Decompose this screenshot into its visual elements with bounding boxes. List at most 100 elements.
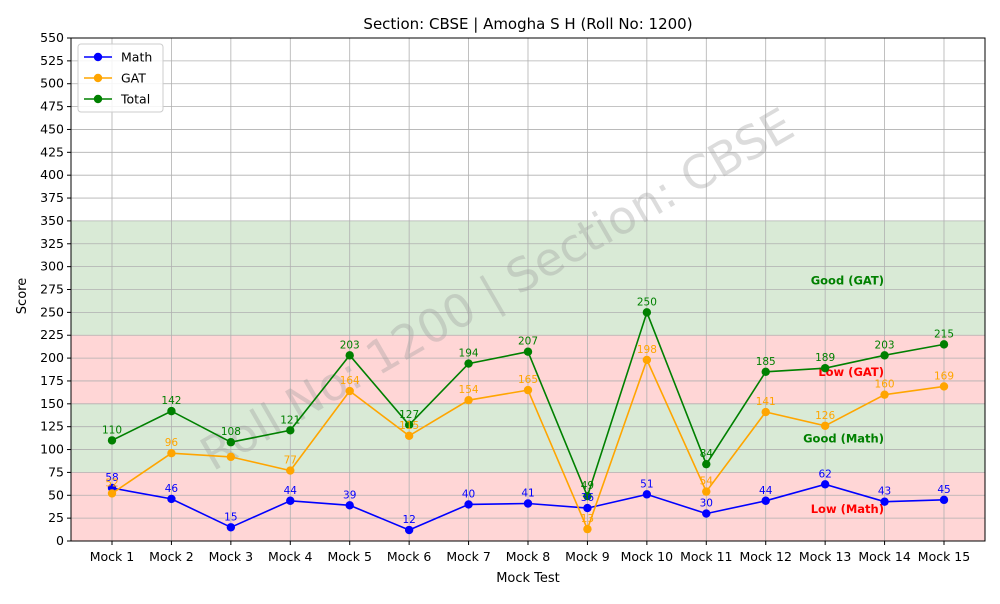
data-label-math: 30 [700, 498, 713, 510]
y-tick-label: 500 [40, 76, 64, 91]
data-point-math [404, 525, 414, 535]
data-point-math [702, 509, 711, 518]
data-point-math [523, 499, 533, 508]
data-label-math: 41 [521, 488, 534, 500]
data-point-math [761, 496, 770, 505]
data-point-total [761, 367, 770, 377]
y-tick-label: 75 [48, 464, 64, 479]
x-tick-label: Mock 11 [680, 549, 732, 564]
data-label-gat: 164 [340, 375, 360, 387]
x-tick-label: Mock 8 [506, 549, 551, 564]
y-tick-label: 25 [48, 510, 64, 525]
y-tick-label: 550 [40, 30, 64, 45]
data-point-total [167, 406, 176, 416]
data-label-gat: 77 [284, 455, 297, 467]
y-tick-label: 275 [40, 282, 64, 297]
data-point-total [226, 438, 236, 447]
x-tick-label: Mock 1 [90, 549, 134, 564]
y-tick-label: 175 [40, 373, 64, 388]
data-point-math [345, 501, 354, 510]
data-label-math: 58 [105, 472, 118, 484]
legend-marker-total [93, 94, 103, 104]
data-point-math [226, 523, 236, 532]
data-point-total [107, 436, 117, 445]
legend-marker-gat [93, 73, 103, 83]
data-label-math: 15 [224, 511, 237, 523]
data-point-gat [642, 355, 652, 365]
data-label-total: 185 [756, 356, 776, 368]
data-point-math [167, 494, 176, 504]
y-tick-label: 350 [40, 213, 64, 228]
data-point-math [583, 503, 592, 513]
data-point-gat [226, 452, 236, 462]
data-label-gat: 126 [815, 410, 835, 422]
y-tick-label: 150 [40, 396, 64, 411]
x-tick-label: Mock 9 [565, 549, 610, 564]
y-tick-label: 450 [40, 121, 64, 136]
data-label-total: 49 [581, 480, 594, 492]
y-tick-label: 525 [40, 53, 64, 68]
data-point-gat [761, 407, 770, 417]
data-point-math [939, 495, 949, 505]
y-tick-label: 375 [40, 190, 64, 205]
data-point-total [404, 420, 414, 430]
data-label-gat: 198 [637, 344, 657, 356]
chart-title: Section: CBSE | Amogha S H (Roll No: 120… [363, 15, 692, 33]
ticks: 0 25 50 75 100 125 150 175 200 225 250 275 300 325 350… [40, 30, 970, 564]
data-point-total [286, 426, 295, 435]
legend-label-gat: GAT [121, 71, 146, 86]
data-point-gat [286, 466, 295, 475]
data-label-math: 39 [343, 489, 356, 501]
band-label: Good (Math) [803, 432, 884, 446]
x-axis-label: Mock Test [496, 571, 560, 586]
data-point-math [820, 480, 830, 489]
y-tick-label: 300 [40, 259, 64, 274]
data-point-gat [107, 489, 117, 498]
x-tick-label: Mock 7 [446, 549, 490, 564]
data-label-math: 40 [462, 488, 475, 500]
data-label-total: 250 [637, 296, 657, 308]
band-label: Good (GAT) [811, 273, 884, 287]
y-tick-label: 425 [40, 144, 64, 159]
y-tick-label: 125 [40, 419, 64, 434]
data-point-gat [702, 487, 711, 496]
y-tick-label: 50 [48, 487, 64, 502]
data-point-gat [345, 386, 354, 396]
data-point-math [642, 490, 652, 499]
data-labels: 58 46 15 44 39 12 40 41 36 51 30 44 62 43 45 52 96 77 164 1… [102, 296, 954, 526]
x-tick-label: Mock 6 [387, 549, 432, 564]
data-label-total: 215 [934, 328, 954, 340]
x-tick-label: Mock 12 [739, 549, 791, 564]
data-label-total: 110 [102, 424, 122, 436]
band-label: Low (Math) [811, 502, 884, 516]
data-label-total: 121 [280, 414, 300, 426]
y-axis-label: Score [15, 278, 30, 314]
data-point-total [702, 459, 711, 469]
y-tick-label: 475 [40, 99, 64, 114]
x-tick-label: Mock 2 [149, 549, 193, 564]
data-label-gat: 141 [756, 396, 776, 408]
data-point-gat [820, 421, 830, 430]
data-label-total: 127 [399, 409, 419, 421]
data-point-total [464, 359, 473, 368]
data-label-gat: 154 [459, 384, 479, 396]
data-label-math: 44 [284, 485, 298, 497]
data-point-math [286, 496, 295, 505]
y-tick-label: 100 [40, 442, 64, 457]
series-group [107, 308, 949, 535]
data-point-gat [464, 395, 473, 405]
x-tick-label: Mock 13 [799, 549, 851, 564]
data-point-gat [880, 390, 889, 399]
data-label-gat: 13 [581, 513, 594, 525]
data-label-math: 44 [759, 485, 773, 497]
data-point-total [523, 347, 533, 356]
x-tick-label: Mock 4 [268, 549, 313, 564]
y-tick-label: 250 [40, 304, 64, 319]
band-label: Low (GAT) [818, 365, 884, 379]
y-tick-label: 200 [40, 350, 64, 365]
data-label-total: 142 [161, 395, 181, 407]
data-point-math [464, 500, 473, 509]
legend-marker-math [93, 52, 103, 62]
data-point-gat [523, 385, 533, 395]
